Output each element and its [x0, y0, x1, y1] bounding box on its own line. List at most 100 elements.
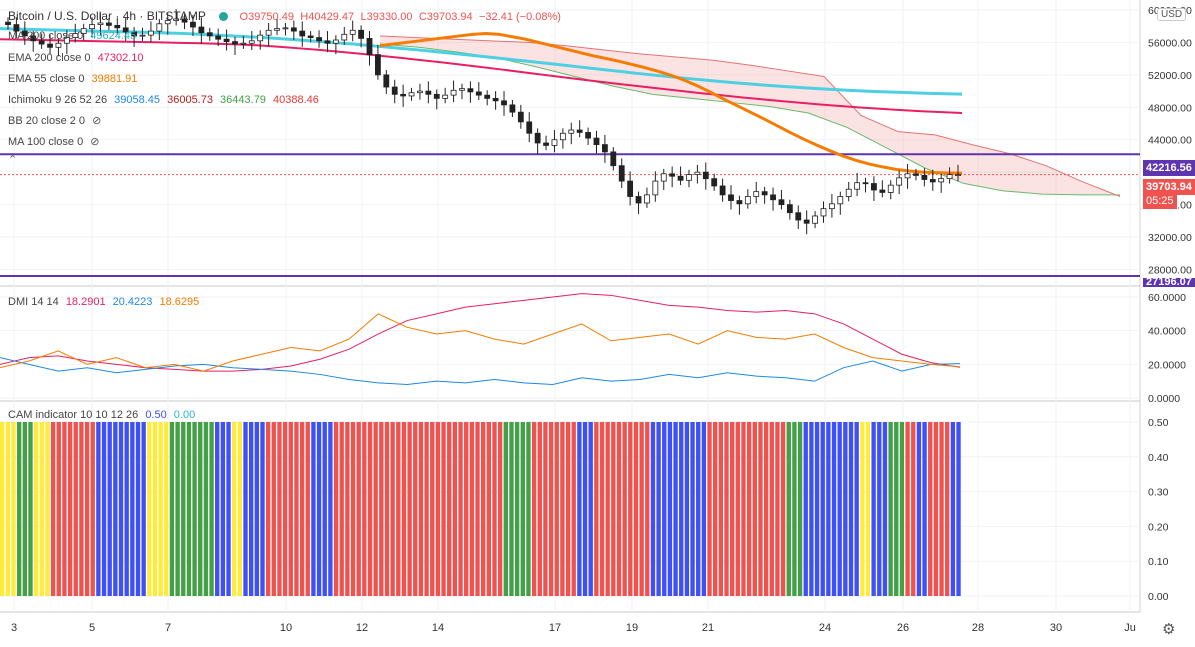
- cam-bar: [118, 422, 124, 596]
- cam-bar: [294, 422, 299, 596]
- cam-bar: [503, 422, 508, 596]
- legend-ema55[interactable]: EMA 55 close 0 39881.91: [8, 72, 141, 86]
- candle-body: [887, 184, 894, 193]
- legend-cam[interactable]: CAM indicator 10 10 12 26 0.50 0.00: [8, 408, 199, 422]
- cam-bar: [413, 422, 418, 596]
- cam-bar: [792, 422, 797, 596]
- candle-body: [122, 27, 129, 33]
- cam-bar: [175, 422, 180, 596]
- candle-body: [5, 21, 11, 25]
- cam-bar: [724, 422, 729, 596]
- cam-bar: [356, 422, 361, 596]
- candle-body: [240, 42, 247, 45]
- candle-body: [635, 196, 642, 204]
- x-tick-label: 3: [11, 622, 17, 634]
- cam-bar: [243, 422, 248, 596]
- candle-body: [568, 129, 575, 134]
- cam-bar: [905, 422, 910, 596]
- candle-body: [896, 177, 903, 186]
- candle-body: [72, 33, 79, 38]
- cam-bar: [803, 422, 808, 596]
- legend-bb[interactable]: BB 20 close 2 0 ⊘: [8, 114, 105, 128]
- cam-bar: [107, 422, 112, 596]
- candle-body: [467, 88, 474, 93]
- cam-y-tick-label: 0.50: [1148, 417, 1169, 429]
- cam-bar: [452, 422, 458, 596]
- candle-body: [660, 173, 667, 182]
- cam-bar: [277, 422, 282, 596]
- gear-icon[interactable]: ⚙: [1162, 621, 1176, 638]
- cam-bar: [820, 422, 825, 596]
- cam-bar: [650, 422, 656, 596]
- y-tick-label: 56000.00: [1148, 37, 1192, 49]
- cam-y-tick-label: 0.10: [1148, 556, 1169, 568]
- legend-ma200[interactable]: MA 200 close 0 49624.45: [8, 29, 140, 43]
- low-value: L39330.00: [360, 11, 413, 23]
- legend-dmi[interactable]: DMI 14 14 18.2901 20.4223 18.6295: [8, 295, 203, 309]
- cam-bar: [458, 422, 463, 596]
- cam-bar: [90, 422, 95, 596]
- cam-bar: [396, 422, 401, 596]
- legend-ichimoku[interactable]: Ichimoku 9 26 52 26 39058.45 36005.73 36…: [8, 93, 323, 107]
- candle-body: [282, 27, 289, 30]
- candle-body: [828, 203, 835, 210]
- cam-bar: [882, 422, 888, 596]
- candle-body: [753, 191, 760, 197]
- cam-bar: [565, 422, 571, 596]
- candle-body: [618, 165, 625, 182]
- candle-body: [114, 25, 121, 29]
- candle-body: [232, 41, 238, 45]
- candle-body: [223, 38, 230, 43]
- legend-ma100[interactable]: MA 100 close 0 ⊘: [8, 135, 104, 149]
- x-tick-label: 24: [819, 622, 831, 634]
- hidden-eye-icon[interactable]: ⊘: [90, 136, 100, 148]
- currency-button[interactable]: USD: [1157, 8, 1187, 21]
- candle-body: [602, 144, 608, 153]
- candle-body: [97, 22, 104, 25]
- hidden-eye-icon[interactable]: ⊘: [92, 115, 102, 127]
- close-value: C39703.94: [418, 11, 473, 23]
- candle-body: [358, 29, 364, 39]
- cam-bar: [831, 422, 837, 596]
- legend-cam-label: CAM indicator 10 10 12 26: [8, 409, 139, 421]
- cam-bar: [543, 422, 548, 596]
- candle-body: [13, 24, 20, 32]
- candle-body: [517, 111, 524, 123]
- candle-body: [265, 29, 272, 36]
- cam-bar: [390, 422, 395, 596]
- support-price-badge: 27196.07: [1143, 278, 1195, 287]
- candle-body: [459, 88, 465, 91]
- cam-bar: [797, 422, 803, 596]
- candle-body: [156, 23, 163, 32]
- legend-ema200[interactable]: EMA 200 close 0 47302.10: [8, 51, 148, 65]
- dmi-y-tick-label: 0.0000: [1148, 393, 1180, 405]
- y-tick-label: 52000.00: [1148, 70, 1192, 82]
- x-tick-label: 30: [1050, 622, 1062, 634]
- candle-body: [795, 212, 802, 221]
- candle-body: [47, 43, 53, 48]
- dmi-series-adx: [0, 293, 961, 372]
- candle-body: [341, 33, 348, 41]
- cam-bar: [424, 422, 429, 596]
- cam-bar: [933, 422, 939, 596]
- cam-bar: [401, 422, 407, 596]
- cam-bar: [169, 422, 175, 596]
- cam-bar: [486, 422, 492, 596]
- cam-bar: [16, 422, 22, 596]
- candle-body: [862, 182, 869, 185]
- collapse-legend-icon[interactable]: ⌃: [8, 154, 18, 166]
- cam-bar: [418, 422, 424, 596]
- candle-body: [736, 200, 743, 205]
- cam-bar: [888, 422, 893, 596]
- candle-body: [383, 74, 390, 88]
- candle-body: [492, 97, 499, 102]
- cam-bar: [588, 422, 593, 596]
- cam-bar: [854, 422, 859, 596]
- cam-bar: [899, 422, 905, 596]
- legend-dmi-label: DMI 14 14: [8, 296, 59, 308]
- candle-body: [627, 180, 634, 197]
- cam-bar: [84, 422, 90, 596]
- candle-body: [400, 93, 407, 97]
- ema200-line: [0, 38, 963, 114]
